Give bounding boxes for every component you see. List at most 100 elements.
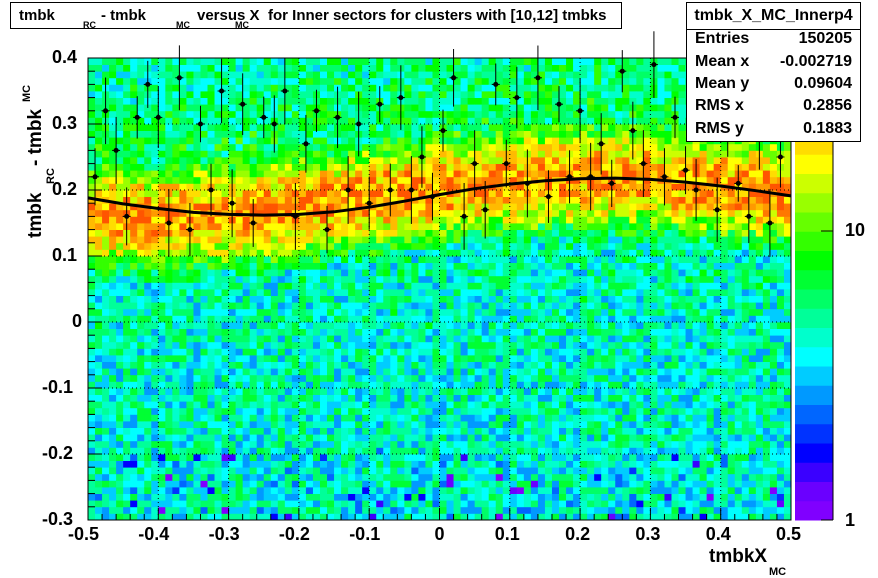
heatmap-cell [474,124,483,131]
heatmap-cell [474,308,483,316]
heatmap-cell [207,275,215,283]
heatmap-cell [481,467,490,475]
heatmap-cell [453,229,461,237]
heatmap-cell [453,480,461,488]
heatmap-cell [551,229,560,237]
heatmap-cell [291,487,300,494]
heatmap-cell [228,256,237,263]
heatmap-cell [587,381,595,389]
heatmap-cell [376,242,384,250]
heatmap-cell [151,77,159,85]
heatmap-cell [109,150,117,158]
heatmap-cell [291,454,300,461]
heatmap-cell [495,229,504,237]
heatmap-cell [193,130,201,138]
heatmap-cell [193,143,201,151]
heatmap-cell [263,249,272,257]
heatmap-cell [439,454,447,461]
heatmap-cell [256,262,265,270]
heatmap-cell [544,308,553,316]
heatmap-cell [481,315,490,323]
heatmap-cell [439,434,447,442]
heatmap-cell [172,401,180,409]
heatmap-cell [200,190,208,197]
heatmap-cell [551,328,560,336]
heatmap-cell [573,467,581,475]
heatmap-cell [327,170,335,178]
heatmap-cell [284,308,293,316]
heatmap-cell [390,368,398,376]
heatmap-cell [214,282,222,290]
heatmap-cell [221,506,229,514]
heatmap-cell [151,256,159,263]
heatmap-cell [516,295,525,303]
heatmap-cell [214,275,222,283]
heatmap-cell [95,308,103,316]
heatmap-cell [158,236,166,244]
heatmap-cell [249,256,258,263]
heatmap-cell [390,229,398,237]
heatmap-cell [144,249,152,257]
heatmap-cell [319,130,328,138]
heatmap-cell [256,203,265,211]
heatmap-cell [411,117,419,125]
heatmap-cell [544,335,553,343]
heatmap-cell [312,71,321,79]
heatmap-cell [488,190,497,197]
heatmap-cell [284,513,293,521]
heatmap-cell [390,295,398,303]
heatmap-cell [137,381,145,389]
heatmap-cell [319,308,328,316]
heatmap-cell [495,176,504,184]
heatmap-cell [116,157,124,164]
heatmap-cell [298,58,307,65]
heatmap-cell [109,216,117,224]
heatmap-cell [446,447,454,455]
heatmap-cell [263,493,272,501]
heatmap-cell [319,256,328,263]
heatmap-cell [214,190,222,197]
heatmap-cell [418,335,426,343]
heatmap-cell [383,434,391,442]
heatmap-cell [312,487,321,494]
heatmap-cell [193,394,201,402]
heatmap-cell [397,447,405,455]
heatmap-cell [559,242,567,250]
heatmap-cell [446,282,454,290]
heatmap-cell [256,322,265,329]
heatmap-cell [348,440,356,448]
heatmap-cell [341,157,349,164]
heatmap-cell [425,374,433,382]
heatmap-cell [277,223,286,230]
heatmap-cell [537,97,546,105]
heatmap-cell [348,216,356,224]
heatmap-cell [460,355,469,362]
heatmap-cell [95,302,103,310]
heatmap-cell [348,381,356,389]
heatmap-cell [235,77,244,85]
heatmap-cell [165,84,173,92]
heatmap-cell [495,262,504,270]
heatmap-cell [263,407,272,415]
heatmap-cell [376,454,384,461]
heatmap-cell [544,374,553,382]
heatmap-cell [284,328,293,336]
heatmap-cell [298,374,307,382]
heatmap-cell [580,427,588,435]
heatmap-cell [551,143,560,151]
heatmap-cell [523,368,532,376]
heatmap-cell [481,275,490,283]
heatmap-cell [256,143,265,151]
heatmap-cell [390,487,398,494]
heatmap-cell [200,216,208,224]
heatmap-cell [537,473,546,481]
heatmap-cell [284,84,293,92]
heatmap-cell [559,487,567,494]
heatmap-cell [383,91,391,98]
heatmap-cell [88,282,96,290]
heatmap-cell [214,242,222,250]
heatmap-cell [305,157,314,164]
heatmap-cell [481,460,490,468]
heatmap-cell [509,295,518,303]
heatmap-cell [537,361,546,369]
